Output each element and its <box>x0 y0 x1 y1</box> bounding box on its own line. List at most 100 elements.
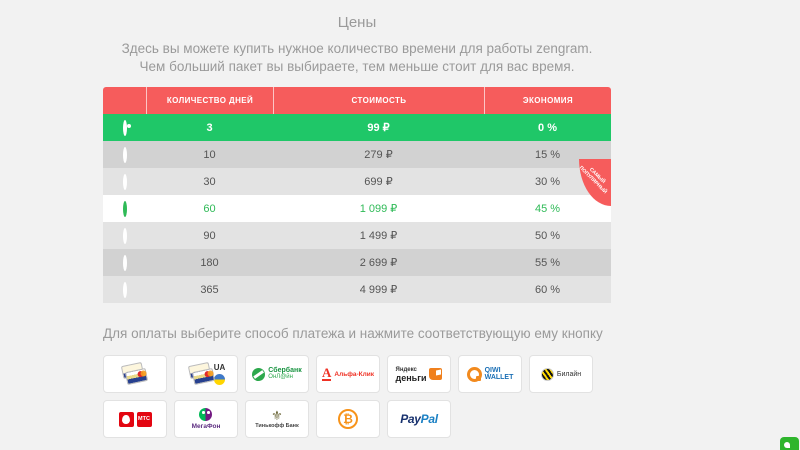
mts-label: МТС <box>136 411 152 427</box>
price-value: 1 499 ₽ <box>359 230 398 242</box>
beeline-icon <box>540 367 554 381</box>
table-row[interactable]: 60 1 099 ₽ 45 % <box>103 195 611 222</box>
ua-label: UA <box>213 363 226 372</box>
page-subtitle: Здесь вы можете купить нужное количество… <box>103 40 611 76</box>
megafon-block: МегаФон <box>191 408 221 430</box>
page-title: Цены <box>337 14 377 31</box>
paypal-logo: PayPal <box>400 412 438 426</box>
economy-value: 15 % <box>534 148 561 161</box>
ua-block: UA <box>213 363 226 385</box>
table-row[interactable]: 90 1 499 ₽ 50 % <box>103 222 611 249</box>
mastercard-card-icon <box>191 367 215 386</box>
days-value: 10 <box>203 148 216 161</box>
alfa-click-label: Альфа-Клик <box>334 370 375 378</box>
payment-button-tinkoff[interactable]: ⚜ Тинькофф Банк <box>245 400 309 438</box>
sberbank-label-line1: Сбербанк <box>268 367 302 374</box>
radio-cell <box>103 281 146 298</box>
pricing-table: КОЛИЧЕСТВО ДНЕЙ СТОИМОСТЬ ЭКОНОМИЯ 3 99 … <box>103 87 611 303</box>
radio-unselected[interactable] <box>122 227 127 244</box>
radio-cell <box>103 200 146 217</box>
yandex-label-line1: Яндекс <box>395 367 417 373</box>
price-value: 4 999 ₽ <box>359 284 398 296</box>
yandex-wallet-icon <box>429 368 443 380</box>
price-value: 699 ₽ <box>364 176 393 188</box>
payment-button-sberbank-online[interactable]: Сбербанк ОнЛ@йн <box>245 355 309 393</box>
paypal-label-pay: Pay <box>400 412 421 426</box>
payment-instruction: Для оплаты выберите способ платежа и наж… <box>103 326 603 341</box>
sberbank-label-line2: ОнЛ@йн <box>268 374 293 380</box>
sberbank-icon <box>252 367 266 381</box>
table-row[interactable]: 365 4 999 ₽ 60 % <box>103 276 611 303</box>
megafon-icon <box>199 408 213 421</box>
payment-button-alfa-click[interactable]: А Альфа-Клик <box>316 355 380 393</box>
payment-button-yandex-money[interactable]: Яндекс деньги <box>387 355 451 393</box>
payment-button-qiwi-wallet[interactable]: QIWI WALLET <box>458 355 522 393</box>
radio-unselected[interactable] <box>122 146 127 163</box>
bank-cards-icon <box>120 361 150 386</box>
economy-value: 45 % <box>534 202 561 215</box>
payment-button-mts[interactable]: МТС <box>103 400 167 438</box>
days-value: 180 <box>200 256 219 269</box>
price-value: 2 699 ₽ <box>359 257 398 269</box>
chat-widget-button[interactable] <box>780 437 799 450</box>
radio-unselected[interactable] <box>122 254 127 271</box>
mastercard-card-icon <box>124 367 149 386</box>
yandex-money-label: Яндекс деньги <box>395 366 427 383</box>
price-value: 99 ₽ <box>367 122 390 134</box>
table-row[interactable]: 30 699 ₽ 30 % <box>103 168 611 195</box>
radio-cell <box>103 119 146 136</box>
radio-unselected[interactable] <box>122 281 127 298</box>
price-value: 1 099 ₽ <box>359 203 398 215</box>
paypal-label-pal: Pal <box>420 412 438 426</box>
payment-button-beeline[interactable]: Билайн <box>529 355 593 393</box>
qiwi-label-line2: WALLET <box>484 374 514 381</box>
radio-unselected[interactable] <box>122 173 127 190</box>
mts-egg-icon <box>118 411 134 427</box>
header-price: СТОИМОСТЬ <box>273 87 484 114</box>
tinkoff-emblem-icon: ⚜ <box>271 408 283 423</box>
payment-button-paypal[interactable]: PayPal <box>387 400 451 438</box>
beeline-label: Билайн <box>556 370 582 378</box>
yandex-label-line2: деньги <box>395 373 427 383</box>
table-row[interactable]: 180 2 699 ₽ 55 % <box>103 249 611 276</box>
content-column: Цены Здесь вы можете купить нужное колич… <box>103 0 611 303</box>
economy-value: 55 % <box>534 256 561 269</box>
subtitle-line-2: Чем больший пакет вы выбираете, тем мень… <box>139 59 575 74</box>
days-value: 3 <box>206 121 213 134</box>
header-economy: ЭКОНОМИЯ <box>484 87 611 114</box>
payment-section: Для оплаты выберите способ платежа и наж… <box>103 326 623 438</box>
days-value: 365 <box>200 283 219 296</box>
megafon-label: МегаФон <box>191 423 221 430</box>
table-header-row: КОЛИЧЕСТВО ДНЕЙ СТОИМОСТЬ ЭКОНОМИЯ <box>103 87 611 114</box>
economy-value: 30 % <box>534 175 561 188</box>
sberbank-label: Сбербанк ОнЛ@йн <box>268 367 301 381</box>
ukraine-flag-icon <box>214 374 225 385</box>
table-row[interactable]: 10 279 ₽ 15 % <box>103 141 611 168</box>
qiwi-label: QIWI WALLET <box>485 367 514 381</box>
tinkoff-label: Тинькофф Банк <box>255 423 299 429</box>
payment-button-bank-cards-ua[interactable]: UA <box>174 355 238 393</box>
table-row[interactable]: 3 99 ₽ 0 % <box>103 114 611 141</box>
payment-button-megafon[interactable]: МегаФон <box>174 400 238 438</box>
payment-button-bank-cards[interactable] <box>103 355 167 393</box>
tinkoff-block: ⚜ Тинькофф Банк <box>255 409 299 429</box>
days-value: 30 <box>203 175 216 188</box>
radio-cell <box>103 254 146 271</box>
payment-methods-grid: UA Сбербанк ОнЛ@йн А Альфа-Клик Яндекс д… <box>103 355 603 438</box>
bank-cards-icon <box>187 361 215 386</box>
economy-value: 50 % <box>534 229 561 242</box>
days-value: 90 <box>203 229 216 242</box>
radio-cell <box>103 227 146 244</box>
alfa-bank-icon: А <box>321 365 332 381</box>
radio-cell <box>103 146 146 163</box>
qiwi-icon <box>466 366 482 382</box>
radio-selected[interactable] <box>122 119 127 136</box>
payment-button-bitcoin[interactable]: ₿ <box>316 400 380 438</box>
radio-hover[interactable] <box>122 200 127 217</box>
days-value: 60 <box>203 202 216 215</box>
bitcoin-icon: ₿ <box>338 409 358 429</box>
qiwi-label-line1: QIWI <box>484 367 501 374</box>
header-days: КОЛИЧЕСТВО ДНЕЙ <box>146 87 273 114</box>
economy-value: 60 % <box>534 283 561 296</box>
